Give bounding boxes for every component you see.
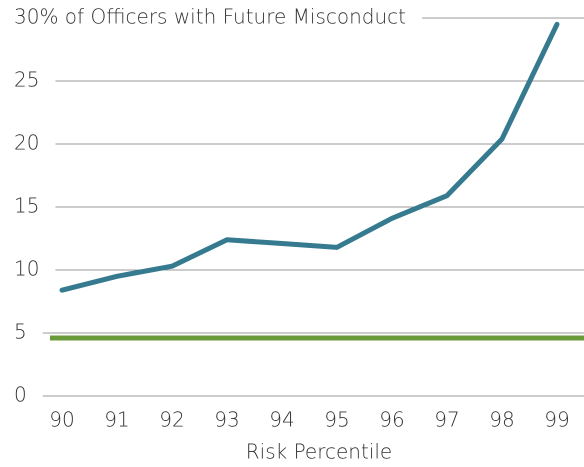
x-tick-label: 90 xyxy=(49,408,74,432)
x-tick-label: 95 xyxy=(324,408,349,432)
x-tick-label: 99 xyxy=(544,408,569,432)
x-axis-title: Risk Percentile xyxy=(246,440,392,464)
y-tick-label: 30% of Officers with Future Misconduct xyxy=(14,5,406,29)
y-tick-label: 20 xyxy=(14,131,39,155)
x-tick-label: 96 xyxy=(379,408,404,432)
x-tick-label: 97 xyxy=(434,408,459,432)
y-tick-label: 15 xyxy=(14,194,39,218)
x-tick-label: 93 xyxy=(214,408,239,432)
y-tick-label: 0 xyxy=(14,383,27,407)
x-tick-label: 91 xyxy=(104,408,129,432)
x-tick-label: 94 xyxy=(269,408,294,432)
y-tick-label: 10 xyxy=(14,257,39,281)
x-tick-label: 98 xyxy=(489,408,514,432)
x-tick-label: 92 xyxy=(159,408,184,432)
data-line xyxy=(59,21,560,293)
y-tick-label: 5 xyxy=(14,320,27,344)
y-tick-label: 25 xyxy=(14,68,39,92)
